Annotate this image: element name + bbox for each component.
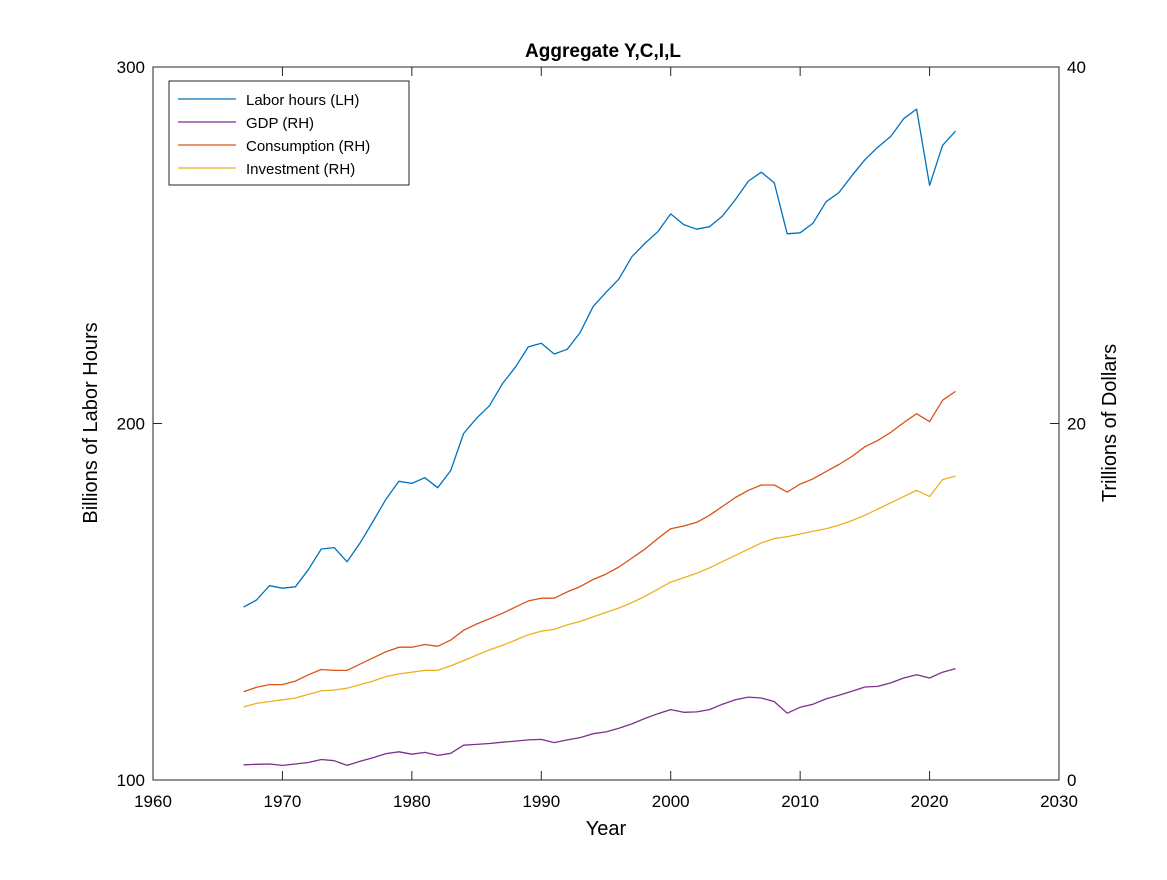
x-axis-label: Year [586,818,627,840]
legend: Labor hours (LH) GDP (RH) Consumption (RH)… [168,80,410,186]
series-line-labor-hours-lh [243,108,956,608]
left-tick-label: 200 [117,415,145,434]
right-tick-label: 0 [1067,771,1076,790]
x-tick-label: 1970 [264,792,302,811]
left-axis-label: Billions of Labor Hours [80,322,102,523]
legend-entry-label: Labor hours (LH) [246,92,359,109]
series-line-gdp-rh [243,667,956,767]
legend-entry-label: GDP (RH) [246,115,314,132]
legend-entry-label: Investment (RH) [246,161,355,178]
right-axis-label: Trillions of Dollars [1099,344,1121,502]
x-axis-ticks: 1960 1970 1980 1990 2000 2010 2020 2030 [134,67,1078,811]
series-line-consumption-rh [243,390,956,693]
x-tick-label: 2020 [911,792,949,811]
series-layer [243,108,956,767]
right-tick-label: 40 [1067,58,1086,77]
x-tick-label: 2010 [781,792,819,811]
right-tick-label: 20 [1067,415,1086,434]
x-tick-label: 2000 [652,792,690,811]
left-tick-label: 100 [117,771,145,790]
x-tick-label: 1960 [134,792,172,811]
left-tick-label: 300 [117,58,145,77]
series-line-investment-rh [243,475,956,708]
x-tick-label: 2030 [1040,792,1078,811]
chart-title: Aggregate Y,C,I,L [525,41,681,62]
right-axis-ticks: 0 20 40 [1050,58,1086,790]
legend-entry-label: Consumption (RH) [246,138,370,155]
left-axis-ticks: 100 200 300 [117,58,162,790]
x-tick-label: 1980 [393,792,431,811]
x-tick-label: 1990 [522,792,560,811]
